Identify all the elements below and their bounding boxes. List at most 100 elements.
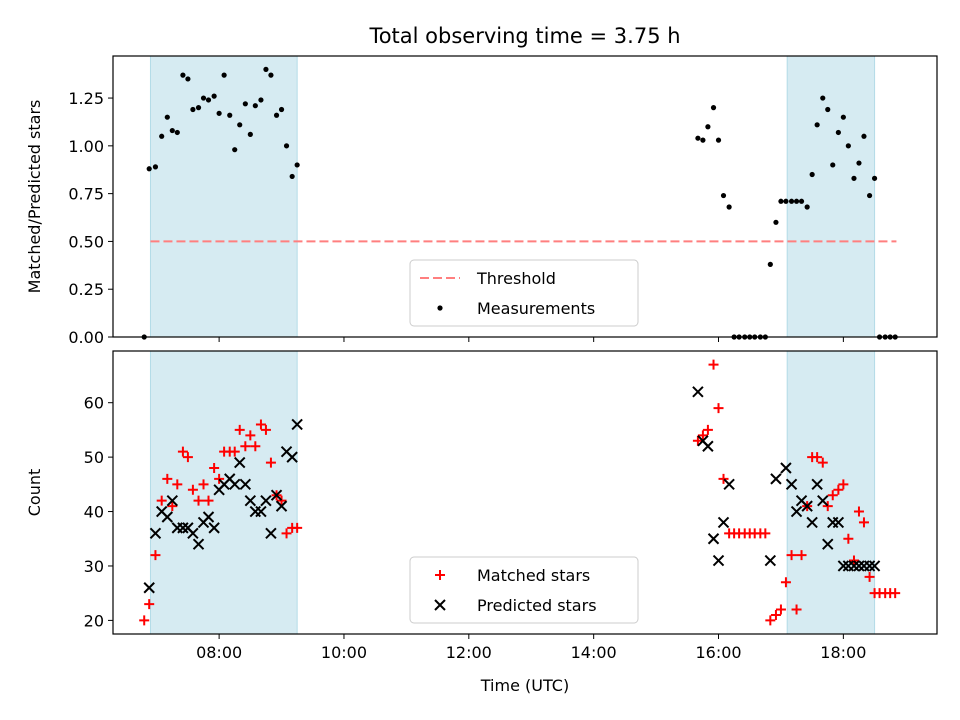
measurement-point (278, 106, 285, 113)
legend-label: Threshold (476, 269, 556, 288)
matched-stars-point (255, 419, 266, 430)
predicted-stars-point (260, 494, 272, 507)
predicted-stars-point (286, 451, 298, 463)
matched-stars-point (786, 550, 797, 561)
predicted-stars-point (817, 494, 829, 507)
matched-stars-point (760, 528, 771, 539)
measurement-point (767, 261, 773, 267)
predicted-stars-point (837, 560, 850, 572)
predicted-stars-point (764, 554, 777, 567)
matched-stars-point (864, 571, 875, 582)
measurement-point (851, 175, 857, 181)
matched-stars-point (177, 446, 188, 457)
measurement-point (152, 164, 159, 170)
measurement-point (835, 129, 841, 136)
measurement-point (793, 198, 800, 204)
x-tick-label: 16:00 (695, 643, 741, 662)
matched-stars-point (150, 550, 161, 561)
legend-measurement-swatch (437, 305, 443, 311)
measurement-point (174, 129, 180, 136)
matched-stars-point (162, 473, 173, 484)
predicted-stars-point (717, 516, 730, 529)
matched-stars-point (692, 435, 703, 446)
predicted-stars-point (255, 505, 267, 518)
predicted-stars-point (801, 500, 813, 512)
figure-title: Total observing time = 3.75 h (368, 24, 680, 48)
y-tick-label: 40 (84, 503, 104, 522)
matched-stars-point (853, 506, 864, 517)
y-tick-label: 1.00 (68, 137, 104, 156)
measurement-point (715, 137, 722, 143)
matched-stars-point (843, 533, 854, 544)
measurement-point (856, 160, 862, 166)
measurement-point (252, 103, 258, 109)
observing-window-band (786, 55, 876, 338)
matched-stars-point (229, 446, 240, 457)
matched-stars-point (827, 490, 838, 501)
measurement-point (195, 105, 202, 111)
legend-label: Matched stars (477, 566, 590, 585)
predicted-stars-point (265, 527, 277, 540)
measurement-point (726, 204, 732, 210)
predicted-stars-point (149, 527, 162, 540)
matched-stars-point (718, 473, 729, 484)
measurement-point (825, 106, 831, 113)
measurement-point (242, 101, 248, 107)
measurement-point (871, 175, 878, 181)
matched-stars-point (791, 604, 802, 615)
predicted-stars-point (143, 582, 155, 594)
legend-label: Predicted stars (477, 596, 597, 615)
measurement-point (205, 97, 212, 103)
measurement-point (820, 95, 826, 101)
matched-stars-point (139, 615, 150, 626)
measurement-point (221, 72, 227, 78)
y-tick-label: 0.25 (68, 280, 104, 299)
matched-stars-point (203, 495, 214, 506)
y-tick-label: 0.00 (68, 328, 104, 347)
matched-stars-point (193, 495, 204, 506)
measurement-point (146, 166, 152, 172)
predicted-stars-point (161, 511, 174, 523)
measurement-point (710, 105, 717, 111)
predicted-stars-point (229, 478, 241, 491)
predicted-stars-point (291, 418, 303, 431)
predicted-stars-point (192, 538, 205, 550)
measurement-point (845, 143, 851, 149)
matched-stars-point (144, 599, 155, 610)
matched-stars-point (708, 359, 719, 370)
matched-stars-point (245, 430, 256, 441)
predicted-stars-point (822, 538, 834, 550)
measurement-point (809, 171, 815, 178)
observing-window-band (149, 55, 298, 338)
matched-stars-point (838, 479, 849, 490)
matched-stars-point (713, 403, 724, 414)
predicted-stars-point (692, 386, 704, 398)
matched-stars-point (265, 457, 276, 468)
matched-stars-point (276, 495, 287, 506)
measurement-point (788, 198, 795, 204)
matched-stars-point (770, 609, 781, 620)
measurement-point (778, 198, 784, 204)
measurement-point (211, 93, 217, 99)
predicted-stars-point (863, 560, 876, 572)
matched-stars-point (182, 452, 193, 463)
measurement-point (700, 137, 706, 143)
measurement-point (773, 219, 779, 225)
measurement-point (804, 204, 810, 210)
legend-label: Measurements (477, 299, 595, 318)
measurement-point (159, 133, 165, 139)
x-tick-label: 18:00 (820, 643, 866, 662)
predicted-stars-point (853, 560, 865, 572)
matched-stars-point (702, 424, 713, 435)
measurement-point (227, 112, 233, 118)
predicted-stars-point (848, 560, 860, 572)
measurement-point (216, 110, 222, 116)
measurement-point (185, 76, 191, 82)
measurement-point (164, 114, 170, 120)
x-tick-label: 14:00 (571, 643, 617, 662)
matched-stars-point (167, 501, 178, 512)
predicted-stars-point (202, 511, 215, 523)
predicted-stars-point (770, 473, 782, 485)
x-tick-label: 10:00 (321, 643, 367, 662)
